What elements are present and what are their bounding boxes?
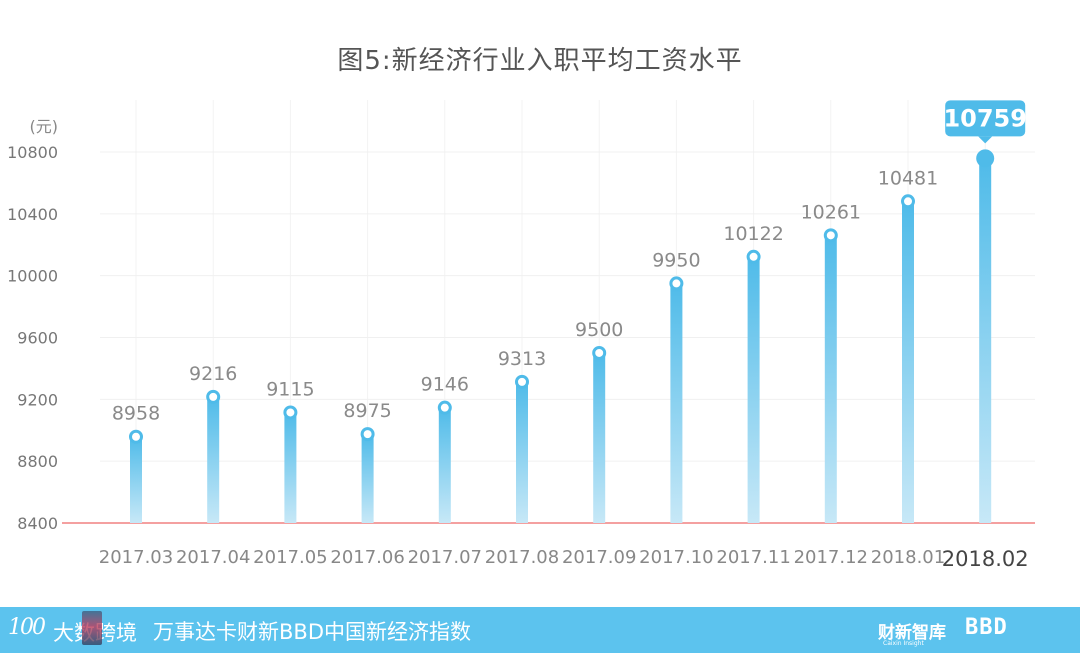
x-tick-label: 2017.08 [485,547,559,568]
x-tick-label: 2017.03 [99,547,173,568]
callout-pointer [978,136,993,144]
y-tick-label: 8400 [17,514,58,533]
x-tick-label: 2017.06 [330,547,404,568]
x-tick-label: 2018.01 [871,547,945,568]
bar-chart: 8400 8800 9200 9600 10000 10400 10800 (元) 8958 20… [7,100,1035,571]
x-tick-label: 2017.11 [716,547,790,568]
bar [438,407,451,523]
data-label: 9115 [266,378,314,400]
chart-title: 图5:新经济行业入职平均工资水平 [337,46,743,76]
x-tick-label: 2017.07 [408,547,482,568]
point-marker [823,228,838,243]
bar [593,352,606,523]
x-tick-label: 2017.05 [253,547,327,568]
point-marker [283,405,298,420]
x-tick-label: 2017.09 [562,547,636,568]
y-tick-label: 10000 [7,267,58,286]
data-label: 8958 [112,403,160,425]
point-marker [976,149,995,168]
point-marker [206,389,221,404]
x-tick-label: 2017.04 [176,547,250,568]
y-tick-label: 9200 [17,390,58,409]
data-label: 9500 [575,319,623,341]
footer-subtitle: 万事达卡财新BBD中国新经济指数 [153,620,471,644]
bar [979,158,992,523]
data-label: 8975 [343,400,391,422]
point-marker [129,429,143,444]
point-marker [592,345,607,360]
point-marker [746,249,761,264]
bar [902,201,914,524]
bar [747,256,760,523]
x-tick-label: 2017.10 [639,547,713,568]
data-label: 9146 [421,374,469,396]
logo-icon [82,611,102,645]
y-tick-label: 10400 [7,205,58,224]
data-label: 9313 [498,348,546,370]
data-label: 10759 [943,104,1027,132]
brand-caixin-en: Caixin Insight [883,640,924,647]
x-tick-label: 2018.02 [942,547,1029,571]
data-label: 9950 [652,249,700,271]
bar [130,436,142,523]
point-marker [669,276,684,291]
y-tick-label: 10800 [7,143,58,162]
x-tick-label: 2017.12 [794,547,868,568]
y-axis-unit: (元) [30,117,59,136]
value-callout [945,100,1026,137]
point-marker [360,427,375,442]
y-tick-label: 8800 [17,452,58,471]
point-marker [437,400,452,415]
data-label: 9216 [189,363,237,385]
brand-caixin: 财新智库 [878,623,946,643]
logo-mark: 100 [8,615,46,640]
bar [824,235,837,523]
point-marker [515,374,529,389]
bar [670,283,683,523]
bar [207,396,220,523]
y-tick-label: 9600 [17,329,58,348]
data-label: 10261 [801,201,861,223]
data-label: 10122 [723,223,783,245]
data-label: 10481 [878,167,938,189]
point-marker [901,194,915,209]
footer-banner: 100 大数跨境 万事达卡财新BBD中国新经济指数 财新智库 Caixin In… [0,607,1080,653]
brand-bbd: BBD [965,615,1008,640]
bar [516,381,528,523]
bar [361,434,374,523]
bar [284,412,297,523]
